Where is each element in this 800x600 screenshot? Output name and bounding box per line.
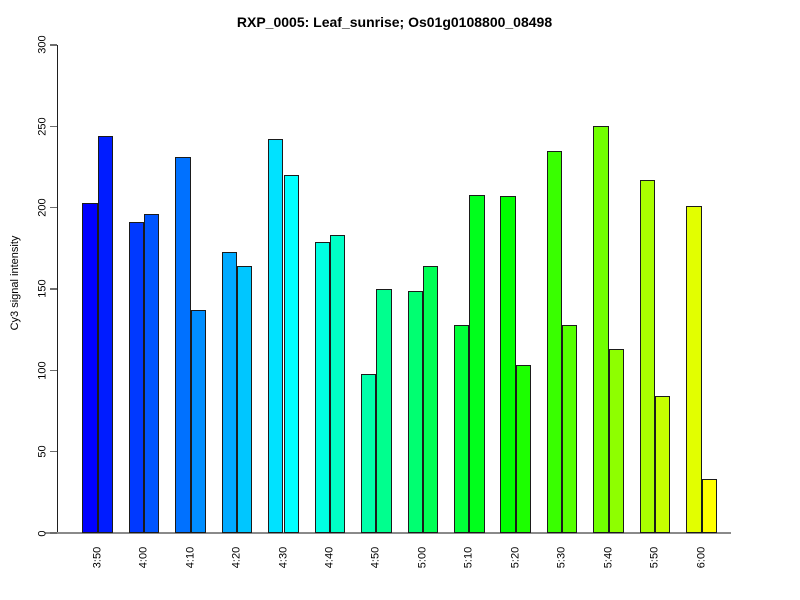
bar bbox=[639, 180, 656, 533]
bar bbox=[500, 196, 516, 533]
y-tick-mark bbox=[49, 369, 57, 371]
bar bbox=[221, 251, 238, 533]
bar bbox=[376, 288, 392, 533]
bar bbox=[546, 150, 563, 533]
x-tick-label: 5:40 bbox=[602, 546, 615, 568]
x-tick-label: 4:30 bbox=[277, 546, 289, 568]
bar bbox=[701, 479, 717, 533]
y-tick-label: 250 bbox=[36, 117, 48, 136]
x-tick-label: 5:50 bbox=[648, 546, 661, 568]
bar bbox=[128, 222, 145, 533]
x-tick-label: 4:50 bbox=[369, 546, 382, 568]
bar bbox=[515, 365, 532, 533]
y-tick-mark bbox=[49, 44, 57, 46]
bar bbox=[422, 266, 439, 533]
y-tick-label: 0 bbox=[36, 529, 48, 537]
y-tick-mark bbox=[49, 288, 57, 290]
bar bbox=[562, 324, 578, 533]
y-tick-label: 300 bbox=[36, 35, 48, 55]
x-tick-label: 3:50 bbox=[91, 546, 104, 568]
chart-title: RXP_0005: Leaf_sunrise; Os01g0108800_084… bbox=[236, 14, 553, 30]
y-tick-label: 100 bbox=[36, 361, 48, 380]
x-tick-label: 4:10 bbox=[184, 546, 197, 568]
bar bbox=[469, 194, 485, 533]
y-tick-label: 150 bbox=[36, 279, 48, 299]
y-axis-line bbox=[56, 45, 58, 534]
x-tick-label: 6:00 bbox=[695, 546, 708, 568]
bar bbox=[97, 136, 113, 533]
bar bbox=[454, 324, 470, 533]
bar bbox=[314, 241, 330, 533]
bar bbox=[407, 290, 423, 533]
x-tick-label: 4:00 bbox=[137, 546, 150, 568]
x-axis-baseline bbox=[45, 532, 731, 534]
bar bbox=[283, 175, 299, 533]
x-tick-label: 4:40 bbox=[323, 546, 336, 568]
bar bbox=[175, 157, 191, 533]
bar bbox=[82, 202, 98, 533]
bar bbox=[686, 206, 702, 533]
x-tick-label: 5:20 bbox=[509, 546, 522, 568]
bar bbox=[608, 349, 624, 533]
bar bbox=[655, 396, 671, 533]
bar bbox=[329, 235, 346, 533]
y-tick-mark bbox=[49, 451, 57, 453]
bar bbox=[144, 214, 160, 533]
bar bbox=[190, 310, 206, 533]
bar bbox=[593, 126, 609, 533]
y-tick-mark bbox=[49, 207, 57, 209]
x-tick-label: 5:00 bbox=[416, 546, 429, 568]
y-tick-label: 200 bbox=[36, 198, 48, 217]
bar bbox=[268, 139, 284, 533]
y-axis-label: Cy3 signal intensity bbox=[9, 235, 21, 331]
y-tick-mark bbox=[49, 125, 57, 127]
x-tick-label: 5:10 bbox=[462, 546, 475, 568]
y-tick-mark bbox=[49, 532, 57, 534]
y-tick-label: 50 bbox=[36, 445, 48, 458]
bar bbox=[361, 373, 377, 533]
x-tick-label: 4:20 bbox=[230, 546, 243, 568]
x-tick-label: 5:30 bbox=[555, 546, 568, 568]
bar bbox=[237, 266, 253, 533]
